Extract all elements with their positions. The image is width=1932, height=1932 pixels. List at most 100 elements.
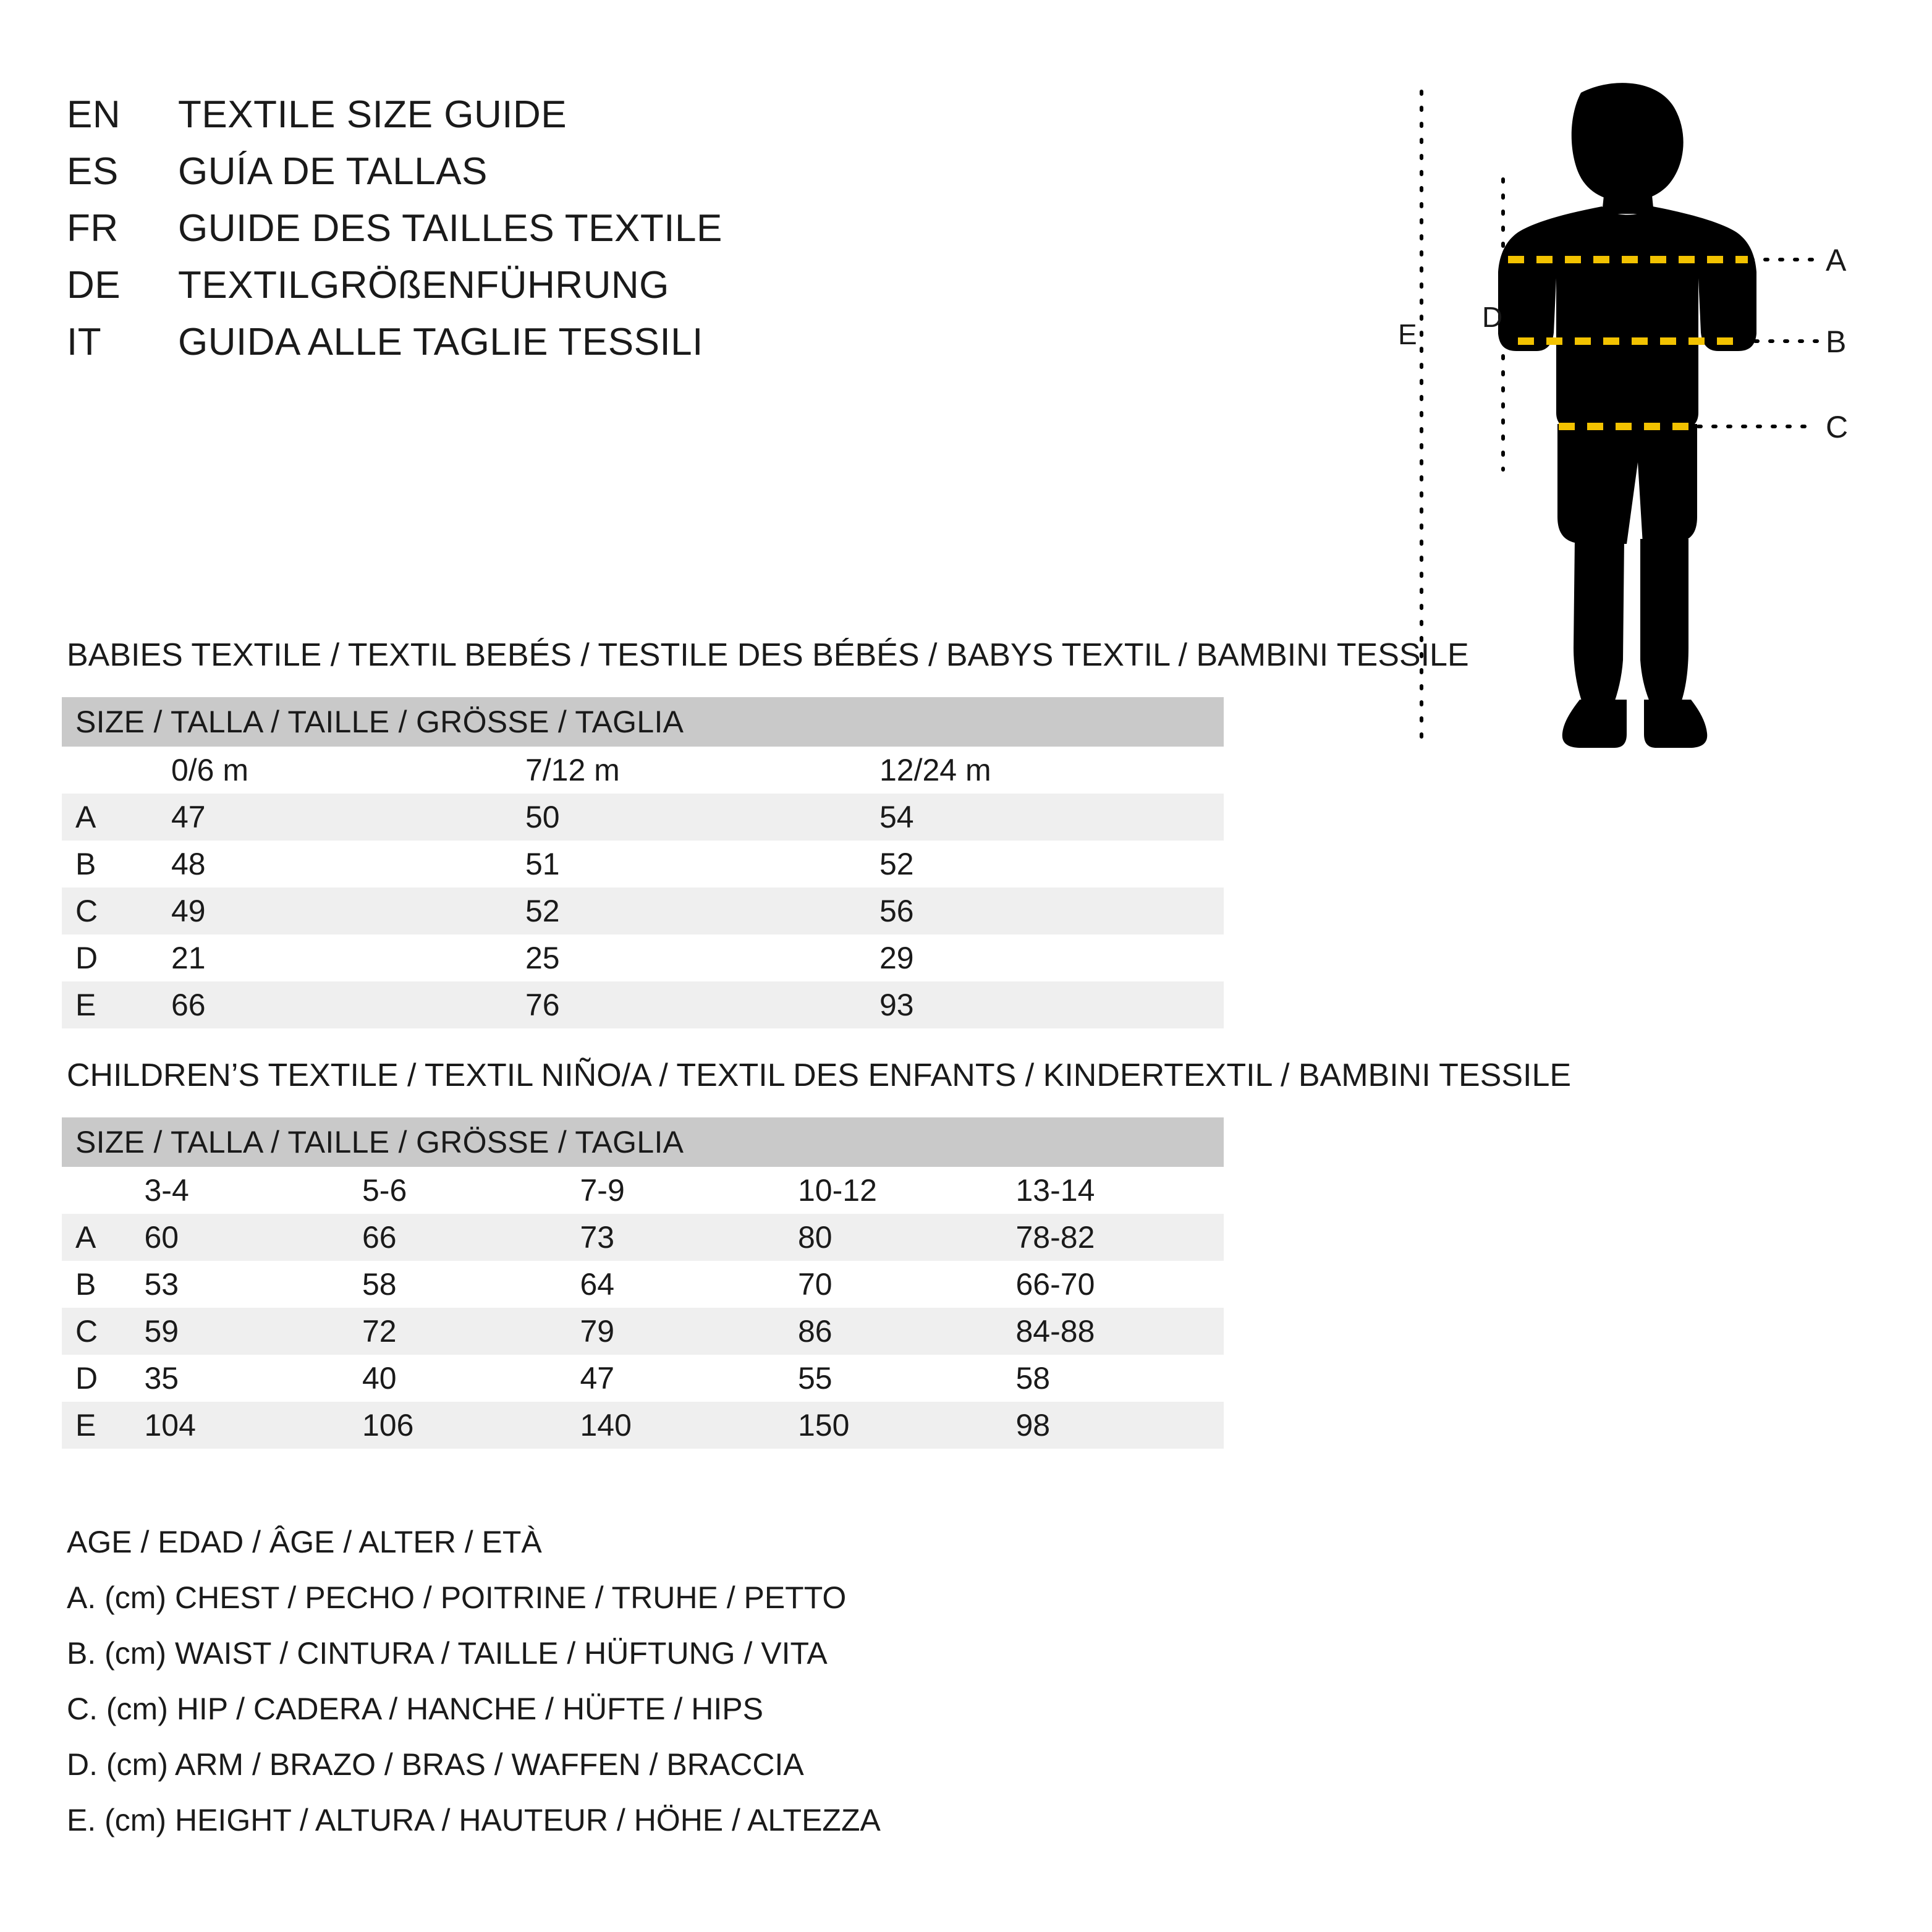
children-cell-e-3: 150 [788, 1402, 1006, 1449]
babies-cell-d-2: 29 [869, 934, 1224, 981]
children-table-header-label: SIZE / TALLA / TAILLE / GRÖSSE / TAGLIA [62, 1117, 1224, 1167]
children-cell-b-2: 64 [570, 1261, 788, 1308]
language-row-fr: FR GUIDE DES TAILLES TEXTILE [67, 206, 1056, 263]
babies-cell-b-2: 52 [869, 841, 1224, 888]
table-row: B 48 51 52 [62, 841, 1224, 888]
babies-cell-b-1: 51 [515, 841, 870, 888]
babies-cell-e-2: 93 [869, 981, 1224, 1028]
children-cell-c-2: 79 [570, 1308, 788, 1355]
children-cell-b-3: 70 [788, 1261, 1006, 1308]
table-row: A 47 50 54 [62, 794, 1224, 841]
measurement-figure: A B C D E [1384, 74, 1866, 766]
language-code-de: DE [67, 264, 121, 307]
babies-cell-e-0: 66 [161, 981, 515, 1028]
child-silhouette [1498, 83, 1756, 748]
legend-line-hip: C. (cm) HIP / CADERA / HANCHE / HÜFTE / … [67, 1692, 763, 1726]
legend-line-chest: A. (cm) CHEST / PECHO / POITRINE / TRUHE… [67, 1580, 847, 1615]
babies-cell-e-1: 76 [515, 981, 870, 1028]
children-cell-a-2: 73 [570, 1214, 788, 1261]
children-column-header-2: 7-9 [570, 1167, 788, 1214]
babies-corner-cell [62, 747, 161, 794]
language-title-de: TEXTILGRÖßENFÜHRUNG [178, 264, 669, 307]
children-cell-d-1: 40 [352, 1355, 570, 1402]
children-cell-a-4: 78-82 [1006, 1214, 1224, 1261]
children-cell-a-1: 66 [352, 1214, 570, 1261]
babies-column-header-row: 0/6 m 7/12 m 12/24 m [62, 747, 1224, 794]
legend-line-waist: B. (cm) WAIST / CINTURA / TAILLE / HÜFTU… [67, 1636, 828, 1671]
children-cell-c-3: 86 [788, 1308, 1006, 1355]
language-code-it: IT [67, 321, 102, 363]
children-cell-e-0: 104 [134, 1402, 352, 1449]
babies-cell-c-0: 49 [161, 888, 515, 934]
babies-row-label-e: E [62, 981, 161, 1028]
language-title-en: TEXTILE SIZE GUIDE [178, 93, 567, 136]
language-header-block: EN TEXTILE SIZE GUIDE ES GUÍA DE TALLAS … [67, 93, 1056, 377]
babies-cell-a-0: 47 [161, 794, 515, 841]
children-cell-d-3: 55 [788, 1355, 1006, 1402]
table-row: D 21 25 29 [62, 934, 1224, 981]
babies-row-label-b: B [62, 841, 161, 888]
children-column-header-0: 3-4 [134, 1167, 352, 1214]
measurement-legend: AGE / EDAD / ÂGE / ALTER / ETÀ A. (cm) C… [67, 1514, 1241, 1848]
children-cell-a-3: 80 [788, 1214, 1006, 1261]
language-row-en: EN TEXTILE SIZE GUIDE [67, 93, 1056, 150]
language-code-es: ES [67, 150, 119, 193]
babies-table-header-bar: SIZE / TALLA / TAILLE / GRÖSSE / TAGLIA [62, 697, 1224, 747]
children-cell-d-4: 58 [1006, 1355, 1224, 1402]
figure-label-c: C [1826, 410, 1849, 444]
language-row-es: ES GUÍA DE TALLAS [67, 150, 1056, 206]
babies-cell-d-0: 21 [161, 934, 515, 981]
children-size-table: SIZE / TALLA / TAILLE / GRÖSSE / TAGLIA … [62, 1117, 1224, 1449]
table-row: C 59 72 79 86 84-88 [62, 1308, 1224, 1355]
babies-cell-c-1: 52 [515, 888, 870, 934]
children-cell-c-1: 72 [352, 1308, 570, 1355]
babies-size-table: SIZE / TALLA / TAILLE / GRÖSSE / TAGLIA … [62, 697, 1224, 1028]
children-column-header-1: 5-6 [352, 1167, 570, 1214]
children-column-header-3: 10-12 [788, 1167, 1006, 1214]
figure-label-d: D [1482, 301, 1503, 333]
babies-cell-c-2: 56 [869, 888, 1224, 934]
figure-label-b: B [1826, 324, 1847, 359]
children-column-header-row: 3-4 5-6 7-9 10-12 13-14 [62, 1167, 1224, 1214]
children-cell-d-0: 35 [134, 1355, 352, 1402]
babies-cell-a-1: 50 [515, 794, 870, 841]
language-code-en: EN [67, 93, 121, 136]
legend-line-age: AGE / EDAD / ÂGE / ALTER / ETÀ [67, 1525, 542, 1559]
language-title-it: GUIDA ALLE TAGLIE TESSILI [178, 321, 703, 363]
legend-line-arm: D. (cm) ARM / BRAZO / BRAS / WAFFEN / BR… [67, 1747, 804, 1782]
table-row: C 49 52 56 [62, 888, 1224, 934]
children-section-caption: CHILDREN’S TEXTILE / TEXTIL NIÑO/A / TEX… [67, 1057, 1572, 1093]
children-column-header-4: 13-14 [1006, 1167, 1224, 1214]
children-row-label-a: A [62, 1214, 135, 1261]
children-cell-c-4: 84-88 [1006, 1308, 1224, 1355]
babies-row-label-a: A [62, 794, 161, 841]
children-cell-b-4: 66-70 [1006, 1261, 1224, 1308]
babies-column-header-0: 0/6 m [161, 747, 515, 794]
table-row: A 60 66 73 80 78-82 [62, 1214, 1224, 1261]
babies-section-caption: BABIES TEXTILE / TEXTIL BEBÉS / TESTILE … [67, 637, 1469, 673]
children-cell-c-0: 59 [134, 1308, 352, 1355]
children-row-label-c: C [62, 1308, 135, 1355]
figure-label-a: A [1826, 243, 1847, 278]
children-table-header-bar: SIZE / TALLA / TAILLE / GRÖSSE / TAGLIA [62, 1117, 1224, 1167]
children-cell-b-1: 58 [352, 1261, 570, 1308]
children-cell-b-0: 53 [134, 1261, 352, 1308]
figure-label-e: E [1398, 318, 1417, 350]
legend-line-height: E. (cm) HEIGHT / ALTURA / HAUTEUR / HÖHE… [67, 1803, 881, 1837]
children-cell-e-4: 98 [1006, 1402, 1224, 1449]
table-row: D 35 40 47 55 58 [62, 1355, 1224, 1402]
language-row-de: DE TEXTILGRÖßENFÜHRUNG [67, 263, 1056, 320]
babies-cell-b-0: 48 [161, 841, 515, 888]
babies-cell-d-1: 25 [515, 934, 870, 981]
children-row-label-e: E [62, 1402, 135, 1449]
language-row-it: IT GUIDA ALLE TAGLIE TESSILI [67, 320, 1056, 377]
children-cell-e-2: 140 [570, 1402, 788, 1449]
babies-table-header-label: SIZE / TALLA / TAILLE / GRÖSSE / TAGLIA [62, 697, 1224, 747]
table-row: E 66 76 93 [62, 981, 1224, 1028]
babies-row-label-c: C [62, 888, 161, 934]
children-row-label-b: B [62, 1261, 135, 1308]
language-title-fr: GUIDE DES TAILLES TEXTILE [178, 207, 722, 250]
table-row: B 53 58 64 70 66-70 [62, 1261, 1224, 1308]
children-cell-e-1: 106 [352, 1402, 570, 1449]
